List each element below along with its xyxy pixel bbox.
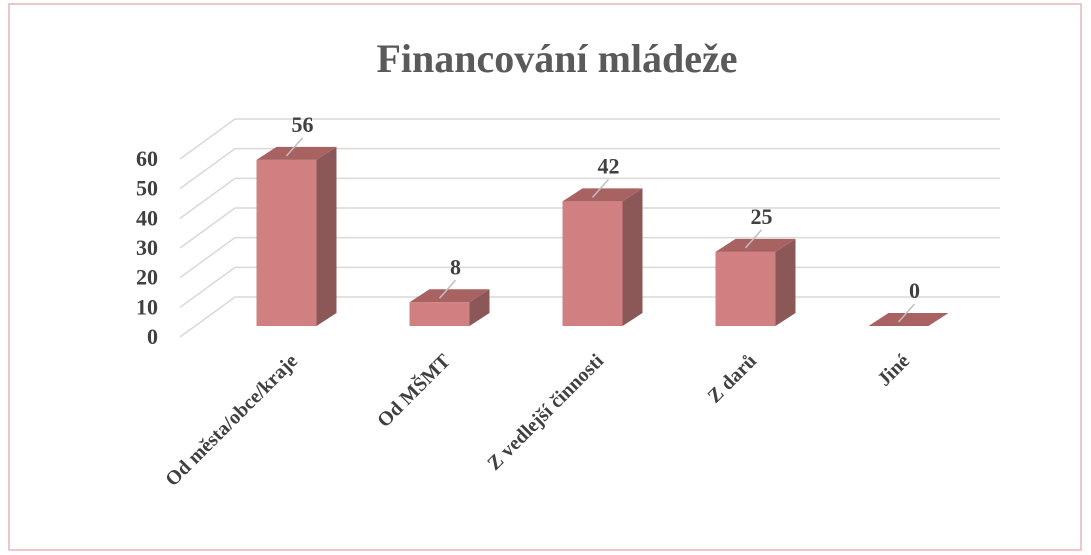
bar-top (562, 188, 643, 202)
y-tick-label: 40 (136, 205, 158, 230)
bar-top (715, 238, 796, 252)
bar-front (562, 201, 623, 326)
y-tick-label: 60 (136, 146, 158, 171)
chart-border (8, 3, 1082, 551)
bar-side (316, 146, 337, 326)
bar-front (715, 251, 776, 326)
y-tick-label: 30 (136, 235, 158, 260)
y-tick-label: 0 (147, 324, 158, 349)
grid-depth-line (179, 266, 236, 308)
grid-depth-line (179, 296, 236, 338)
data-label: 56 (292, 112, 314, 137)
grid-depth-line (179, 148, 236, 190)
bar-side (622, 188, 643, 326)
grid-depth-line (179, 207, 236, 249)
leader-line (591, 178, 610, 198)
data-label: 25 (751, 204, 773, 229)
leader-line (897, 303, 916, 323)
bar-side (469, 289, 490, 326)
y-tick-label: 20 (136, 265, 158, 290)
bar-top (868, 313, 949, 326)
leader-line (438, 279, 457, 299)
y-tick-label: 10 (136, 294, 158, 319)
bar-front (409, 302, 470, 326)
bar-top (256, 146, 337, 160)
leader-line (285, 137, 304, 157)
leader-line (744, 229, 763, 249)
bar-side (775, 238, 796, 326)
grid-depth-line (179, 177, 236, 219)
data-label: 8 (450, 254, 461, 279)
data-label: 42 (598, 153, 620, 178)
y-tick-label: 50 (136, 176, 158, 201)
bar-front (256, 159, 317, 326)
bar-top (409, 289, 490, 303)
data-label: 0 (909, 278, 920, 303)
chart-title: Financování mládeže (376, 36, 737, 81)
grid-depth-line (179, 237, 236, 279)
grid-depth-line (179, 118, 236, 160)
